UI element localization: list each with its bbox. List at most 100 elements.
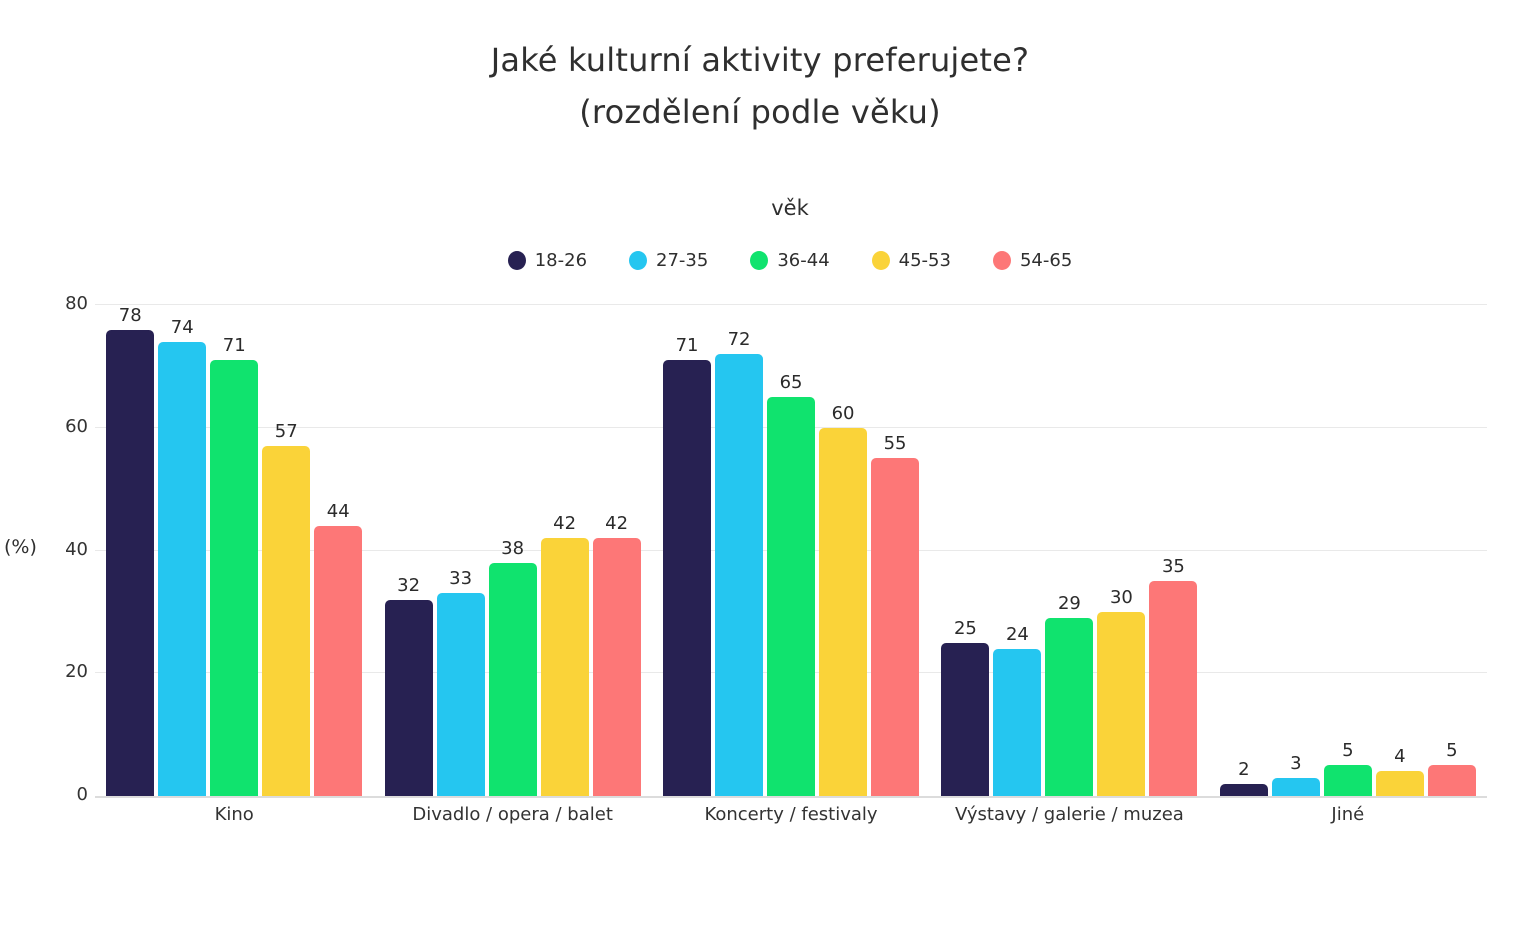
bar-group-2: 32 33 38 42 42: [373, 305, 651, 796]
bar-45-53-Divadlo / opera / balet: [540, 538, 589, 796]
y-tick-0: 0: [76, 784, 88, 805]
bar-27-35-Jiné: [1271, 777, 1320, 796]
y-tick-60: 60: [65, 415, 88, 437]
bar-45-53-Kino: [262, 446, 311, 796]
bar-wrap: 72: [715, 305, 764, 796]
bar-value-label: 38: [501, 537, 525, 559]
legend-item-27-35[interactable]: 27-35: [629, 250, 708, 271]
legend-item-54-65[interactable]: 54-65: [992, 250, 1073, 271]
bar-27-35-Divadlo / opera / balet: [436, 593, 485, 796]
bar-54-65-Jiné: [1427, 765, 1476, 796]
bar-wrap: 74: [158, 305, 207, 796]
bar-group-5: 2 3 5 4 5: [1209, 305, 1487, 796]
bar-wrap: 32: [384, 305, 433, 796]
bar-wrap: 38: [488, 305, 537, 796]
legend-dot-icon: [992, 251, 1011, 270]
bar-value-label: 25: [953, 617, 977, 639]
legend-label: 54-65: [1019, 250, 1073, 271]
bar-45-53-Koncerty / festivaly: [819, 427, 868, 796]
bar-wrap: 42: [592, 305, 641, 796]
x-axis-labels: Kino Divadlo / opera / balet Koncerty / fe…: [95, 804, 1487, 825]
bar-wrap: 60: [819, 305, 868, 796]
plot-area: 78 74 71 57 44 32 33 38 42 42 71 72 65 60 55 25 24 29 30 35…: [95, 304, 1487, 798]
chart-title-line1: Jaké kulturní aktivity preferujete?: [490, 41, 1030, 79]
legend-dot-icon: [871, 251, 890, 270]
bar-wrap: 30: [1097, 305, 1146, 796]
bar-wrap: 5: [1323, 305, 1372, 796]
bar-value-label: 30: [1109, 586, 1133, 608]
bar-wrap: 65: [767, 305, 816, 796]
legend-item-36-44[interactable]: 36-44: [750, 250, 830, 271]
bar-wrap: 2: [1219, 305, 1268, 796]
legend-dot-icon: [507, 251, 526, 270]
bar-54-65-Koncerty / festivaly: [871, 458, 920, 796]
bar-36-44-Divadlo / opera / balet: [488, 562, 537, 796]
x-label-Koncerty / festivaly: Koncerty / festivaly: [704, 804, 878, 825]
legend-label: 45-53: [898, 250, 951, 271]
bar-group-3: 71 72 65 60 55: [652, 305, 930, 796]
bar-18-26-Koncerty / festivaly: [663, 360, 712, 796]
legend-label: 18-26: [534, 250, 588, 271]
bar-value-label: 57: [274, 421, 298, 443]
legend-dot-icon: [629, 251, 648, 270]
bar-wrap: 25: [941, 305, 990, 796]
bar-value-label: 3: [1290, 752, 1302, 774]
y-tick-80: 80: [65, 293, 88, 314]
bar-value-label: 65: [779, 372, 803, 394]
legend-dot-icon: [750, 251, 769, 270]
bar-value-label: 32: [397, 574, 421, 596]
x-label-Kino: Kino: [214, 804, 254, 825]
gridline-80: [95, 304, 1487, 305]
bar-wrap: 42: [540, 305, 589, 796]
bar-wrap: 4: [1375, 305, 1424, 796]
bar-wrap: 24: [993, 305, 1042, 796]
bar-value-label: 44: [326, 500, 350, 522]
legend-item-18-26[interactable]: 18-26: [507, 250, 588, 271]
bar-wrap: 55: [871, 305, 920, 796]
bar-45-53-Jiné: [1375, 771, 1424, 796]
bar-value-label: 42: [553, 513, 577, 535]
y-axis-title: (%): [4, 536, 37, 558]
bar-54-65-Výstavy / galerie / muzea: [1149, 581, 1198, 796]
bar-value-label: 5: [1342, 740, 1354, 762]
bar-wrap: 29: [1045, 305, 1094, 796]
bar-27-35-Koncerty / festivaly: [715, 354, 764, 796]
y-tick-20: 20: [65, 661, 88, 683]
bar-value-label: 24: [1005, 623, 1029, 645]
x-axis-line: [95, 796, 1487, 798]
bar-value-label: 55: [883, 433, 907, 455]
bar-36-44-Jiné: [1323, 765, 1372, 796]
bar-value-label: 74: [170, 316, 194, 338]
bar-value-label: 78: [118, 305, 142, 326]
bar-18-26-Výstavy / galerie / muzea: [941, 642, 990, 796]
bar-value-label: 42: [605, 513, 629, 535]
legend-label: 27-35: [656, 250, 709, 271]
legend: 18-26 27-35 36-44 45-53 54-65: [0, 250, 1536, 271]
bar-value-label: 4: [1394, 746, 1406, 768]
x-label-Jiné: Jiné: [1331, 804, 1365, 825]
bar-value-label: 2: [1238, 758, 1250, 780]
bar-36-44-Koncerty / festivaly: [767, 397, 816, 796]
bar-wrap: 33: [436, 305, 485, 796]
bar-wrap: 57: [262, 305, 311, 796]
bar-group-1: 78 74 71 57 44: [95, 305, 373, 796]
bar-value-label: 72: [727, 329, 751, 351]
x-label-Divadlo / opera / balet: Divadlo / opera / balet: [412, 804, 613, 825]
bar-54-65-Kino: [314, 525, 363, 796]
legend-title: věk: [771, 196, 809, 220]
bar-wrap: 3: [1271, 305, 1320, 796]
chart-title-line2: (rozdělení podle věku): [579, 93, 941, 131]
bar-45-53-Výstavy / galerie / muzea: [1097, 611, 1146, 796]
bar-value-label: 71: [675, 335, 699, 357]
bar-54-65-Divadlo / opera / balet: [592, 538, 641, 796]
bar-18-26-Jiné: [1219, 783, 1268, 796]
bar-wrap: 44: [314, 305, 363, 796]
bar-wrap: 78: [106, 305, 155, 796]
legend-label: 36-44: [777, 250, 830, 271]
bar-value-label: 5: [1446, 740, 1458, 762]
chart-title: Jaké kulturní aktivity preferujete? (roz…: [0, 34, 1520, 138]
bar-wrap: 71: [663, 305, 712, 796]
bar-27-35-Výstavy / galerie / muzea: [993, 648, 1042, 796]
legend-item-45-53[interactable]: 45-53: [871, 250, 951, 271]
